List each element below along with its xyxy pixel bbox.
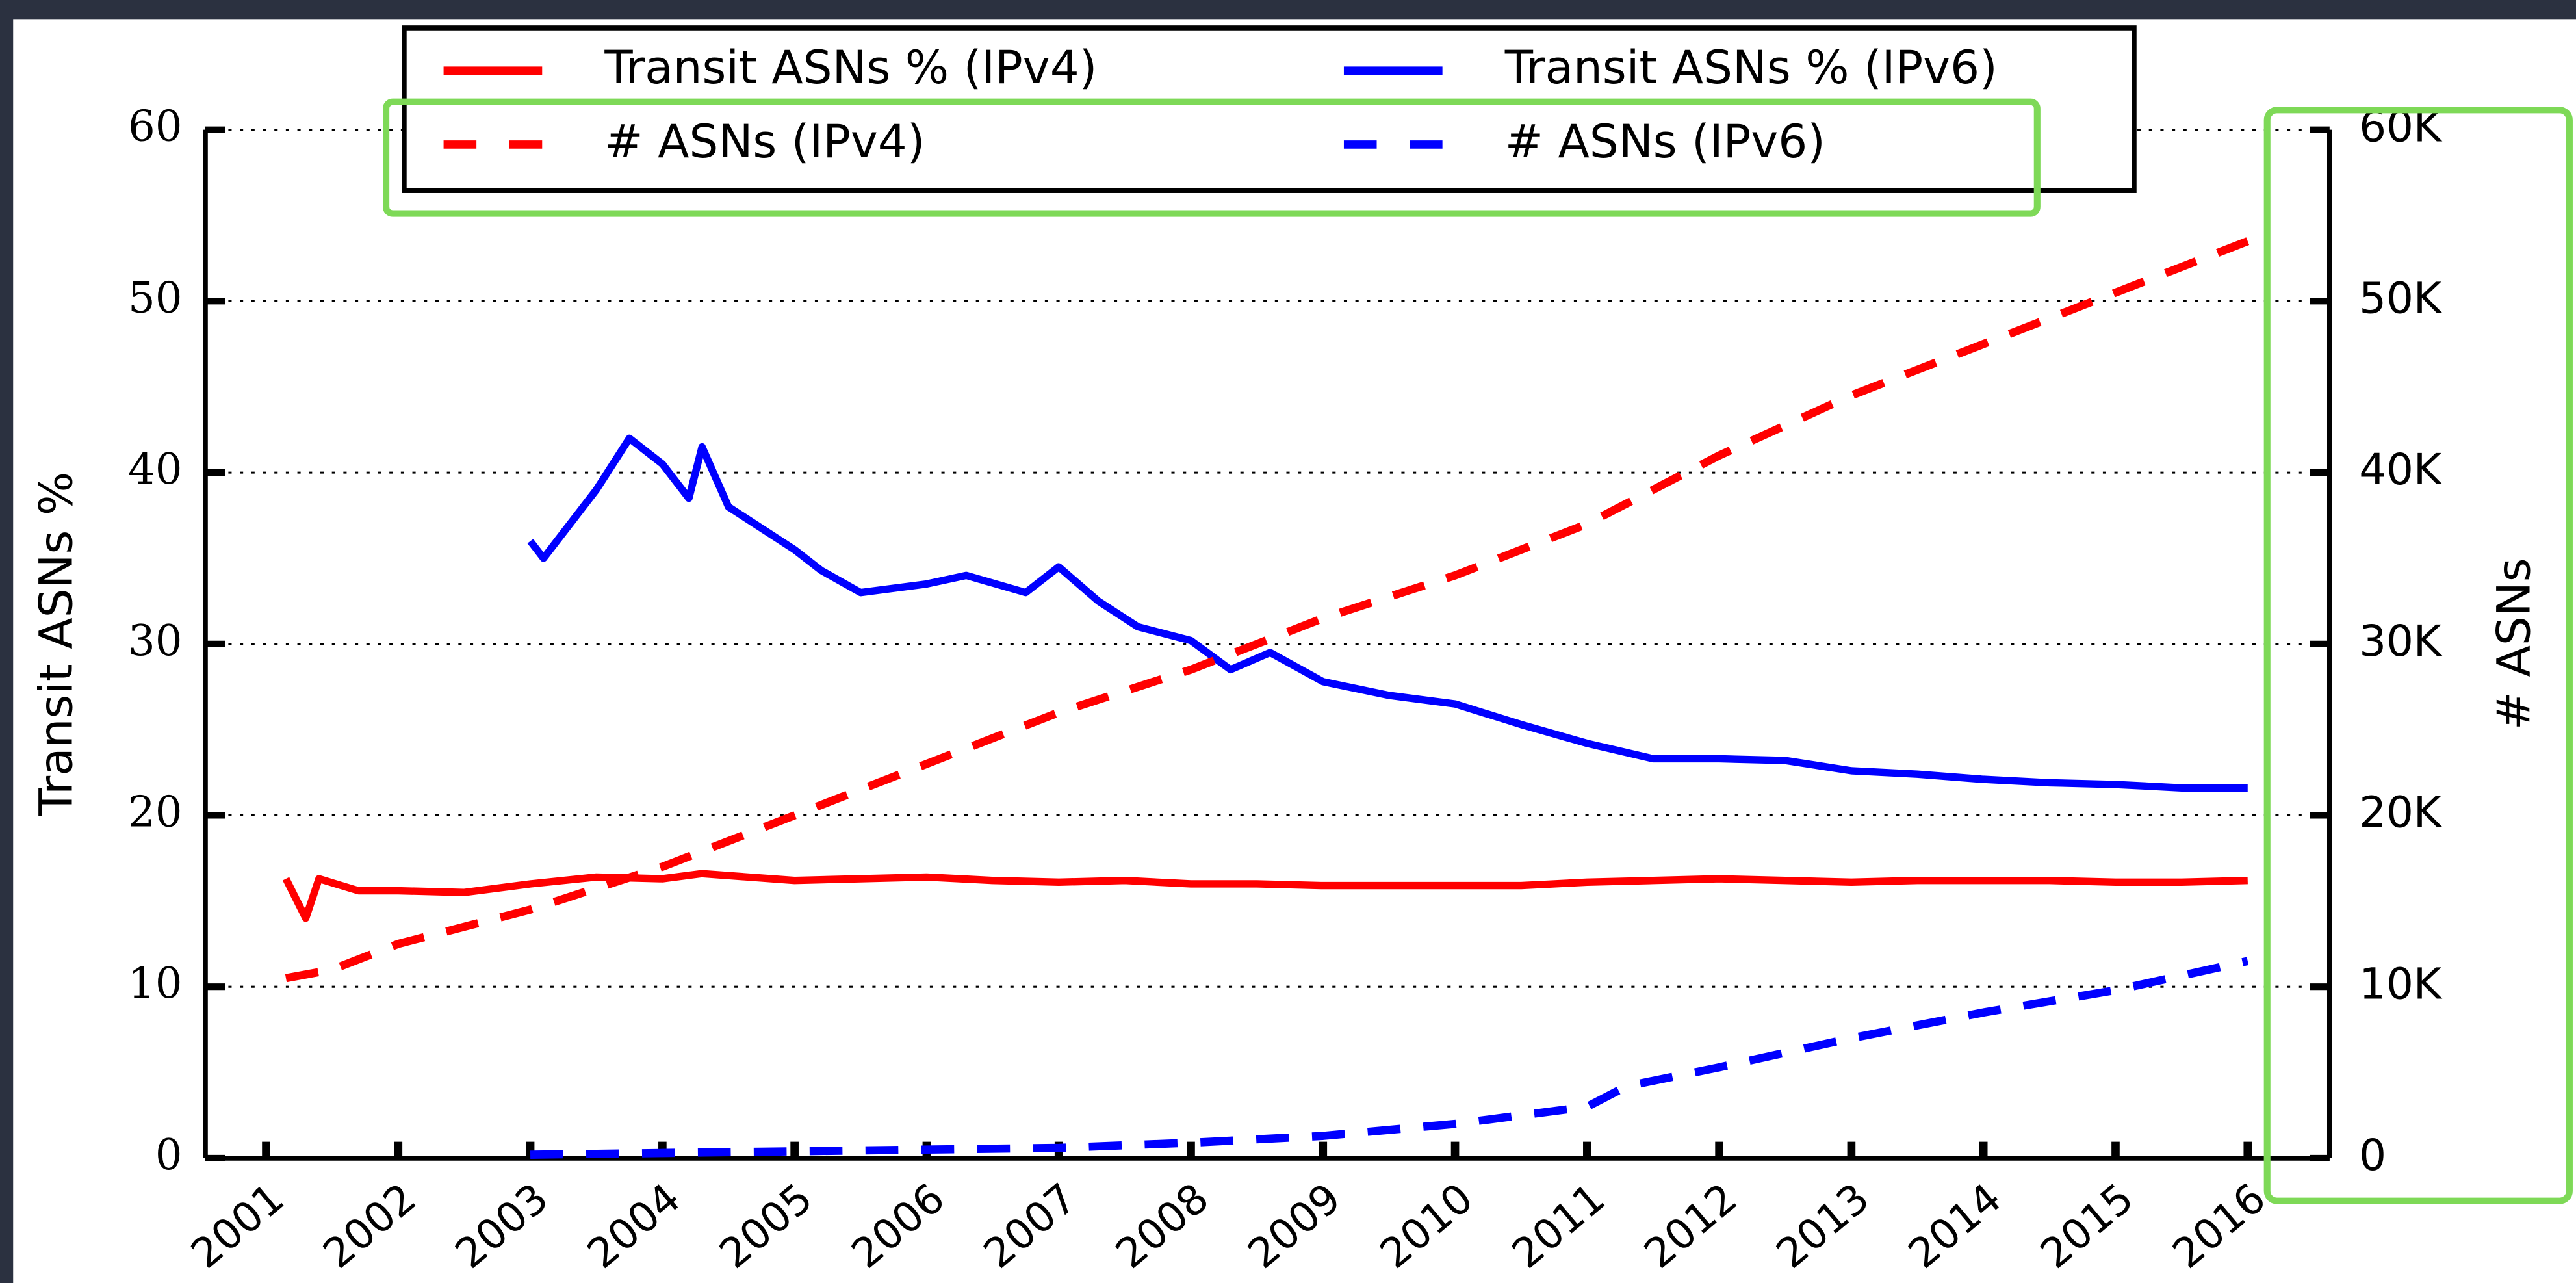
y-tick-label: 0 <box>155 1130 183 1180</box>
legend-label: # ASNs (IPv6) <box>1505 114 1825 168</box>
legend-label: Transit ASNs % (IPv6) <box>1504 40 1998 94</box>
y-tick-label: 10 <box>128 959 183 1008</box>
y2-tick-label: 20K <box>2359 788 2443 838</box>
y-axis-label: Transit ASNs % <box>29 472 83 817</box>
series-line <box>527 434 2248 792</box>
y2-axis-label: # ASNs <box>2487 558 2541 730</box>
y2-tick-label: 40K <box>2359 445 2443 495</box>
y-tick-label: 50 <box>128 273 183 322</box>
y-tick-label: 60 <box>128 102 183 151</box>
legend-label: # ASNs (IPv4) <box>604 114 925 168</box>
legend-box <box>402 25 2137 193</box>
highlight-box <box>2263 107 2573 1204</box>
legend-label: Transit ASNs % (IPv4) <box>604 40 1097 94</box>
y2-tick-label: 50K <box>2359 274 2443 323</box>
series-line <box>285 237 2250 983</box>
series-line <box>282 870 2248 922</box>
y-tick-label: 20 <box>128 788 183 837</box>
y-tick-label: 40 <box>128 445 183 494</box>
series-line <box>530 957 2249 1159</box>
highlight-box <box>383 98 2041 217</box>
y2-tick-label: 10K <box>2359 959 2443 1009</box>
y-tick-label: 30 <box>128 616 183 666</box>
y2-tick-label: 30K <box>2359 617 2443 666</box>
y2-tick-label: 0 <box>2359 1131 2386 1180</box>
plot-background <box>13 19 2576 1283</box>
